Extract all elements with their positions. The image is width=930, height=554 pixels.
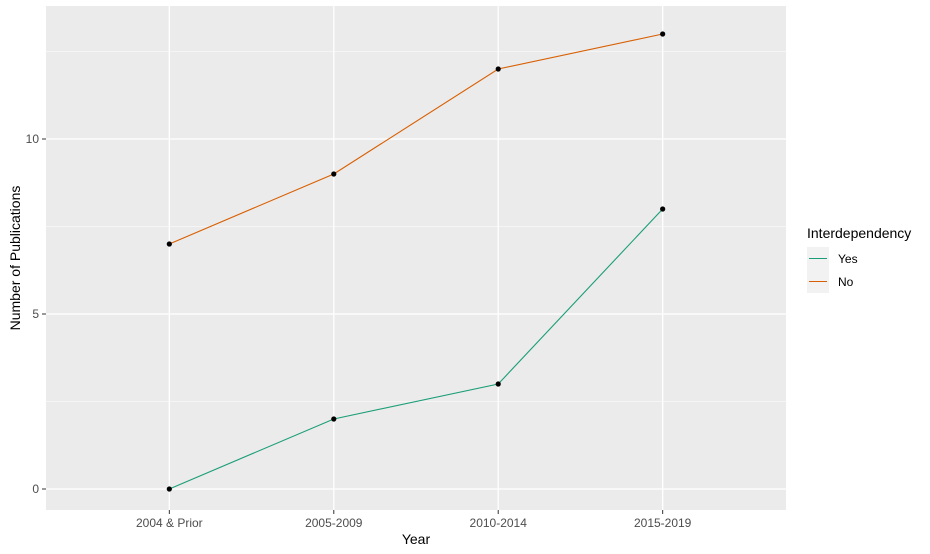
series-line-yes bbox=[169, 208, 664, 490]
x-tick-label: 2005-2009 bbox=[305, 516, 363, 530]
y-axis-title: Number of Publications bbox=[7, 186, 23, 331]
y-tick-label: 5 bbox=[32, 307, 39, 321]
x-tick-label: 2004 & Prior bbox=[136, 516, 203, 530]
y-axis: 0 5 10 bbox=[26, 132, 46, 496]
data-point-yes bbox=[166, 486, 172, 492]
data-point-yes bbox=[660, 206, 666, 212]
x-tick-label: 2015-2019 bbox=[634, 516, 692, 530]
data-point-no bbox=[495, 66, 501, 72]
legend-title: Interdependency bbox=[807, 225, 911, 241]
series-lines bbox=[169, 33, 664, 490]
y-tick-label: 0 bbox=[32, 482, 39, 496]
legend-label: No bbox=[838, 275, 854, 289]
data-point-no bbox=[660, 31, 666, 37]
y-tick-label: 10 bbox=[26, 132, 40, 146]
legend: Interdependency Yes No bbox=[807, 225, 911, 293]
panel-background bbox=[46, 6, 786, 510]
legend-label: Yes bbox=[838, 252, 858, 266]
x-tick-label: 2010-2014 bbox=[470, 516, 528, 530]
data-point-yes bbox=[331, 416, 337, 422]
series-line-no bbox=[169, 33, 663, 245]
data-point-no bbox=[166, 241, 172, 247]
x-axis: 2004 & Prior 2005-2009 2010-2014 2015-2019 bbox=[136, 510, 692, 530]
data-point-no bbox=[331, 171, 337, 177]
series-points bbox=[166, 31, 666, 492]
x-axis-title: Year bbox=[402, 531, 431, 547]
data-point-yes bbox=[495, 381, 501, 387]
